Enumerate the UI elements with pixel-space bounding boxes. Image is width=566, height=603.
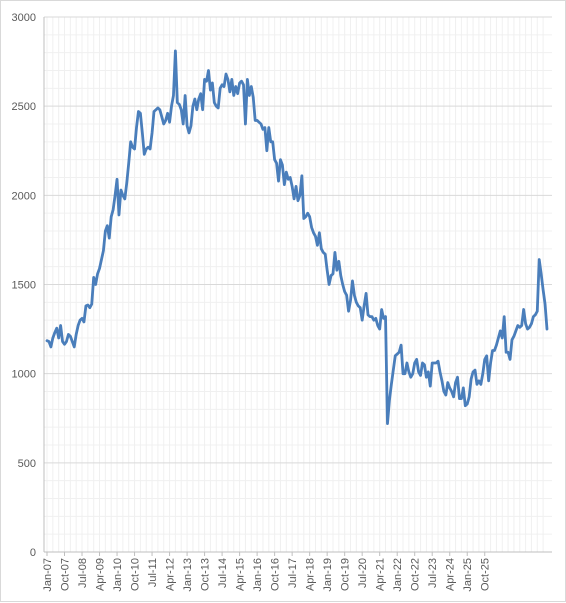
x-tick-label: Jan-19: [322, 558, 334, 592]
x-tick-label: Oct-16: [270, 558, 282, 591]
series-group: [45, 49, 549, 425]
x-tick-label: Jul-08: [77, 558, 89, 588]
series-line: [45, 49, 549, 425]
y-tick-label: 2000: [12, 190, 36, 202]
x-tick-label: Oct-22: [410, 558, 422, 591]
x-tick-label: Apr-21: [375, 558, 387, 591]
x-tick-label: Oct-07: [60, 558, 72, 591]
x-tick-labels: Jan-07 Oct-07 Jul-08 Apr-09 Jan-10 Oct-10 Jul-…: [42, 558, 492, 592]
x-tick-label: Apr-15: [235, 558, 247, 591]
y-tick-label: 0: [30, 547, 36, 559]
x-tick-label: Apr-24: [445, 558, 457, 591]
x-tick-label: Jul-23: [427, 558, 439, 588]
x-tick-label: Jan-25: [462, 558, 474, 592]
x-tick-label: Apr-12: [165, 558, 177, 591]
x-tick-label: Jul-14: [217, 558, 229, 588]
x-tick-label: Oct-25: [480, 558, 492, 591]
y-tick-label: 2500: [12, 101, 36, 113]
x-tick-label: Jul-11: [147, 558, 159, 587]
x-tick-label: Oct-13: [200, 558, 212, 591]
x-tick-label: Jul-20: [357, 558, 369, 588]
x-tick-label: Jan-22: [392, 558, 404, 592]
x-tick-label: Jan-07: [42, 558, 54, 592]
x-tick-label: Jan-16: [252, 558, 264, 592]
x-tick-label: Jan-13: [182, 558, 194, 592]
x-tick-label: Jul-17: [287, 558, 299, 588]
y-tick-label: 3000: [12, 12, 36, 24]
y-tick-label: 1500: [12, 280, 36, 292]
x-tick-label: Apr-09: [95, 558, 107, 591]
x-tick-label: Apr-18: [305, 558, 317, 591]
y-tick-label: 500: [18, 458, 36, 470]
y-tick-labels: 0 500 1000 1500 2000 2500 3000: [12, 12, 36, 559]
y-tick-label: 1000: [12, 369, 36, 381]
x-tick-label: Oct-19: [340, 558, 352, 591]
axes: [43, 17, 552, 556]
x-tick-label: Jan-10: [112, 558, 124, 592]
x-tick-label: Oct-10: [130, 558, 142, 591]
